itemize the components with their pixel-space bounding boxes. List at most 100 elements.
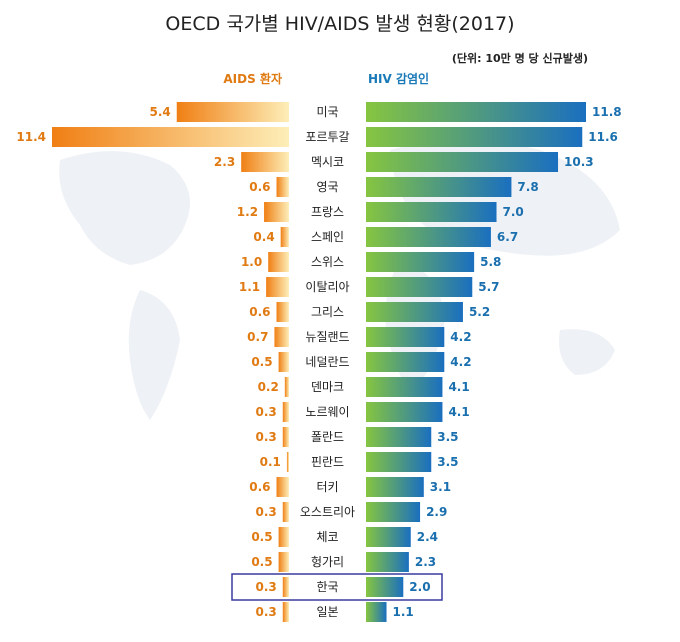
- hiv-value-14: 3.5: [437, 455, 458, 469]
- aids-value-17: 0.5: [251, 530, 272, 544]
- bars-group: 미국 5.4 11.8 포르투갈 11.4 11.6 멕시코 2.3 10.3 영국 0.6 7.8 프…: [16, 102, 622, 622]
- aids-bar-13: [282, 427, 289, 447]
- country-label-3: 영국: [316, 180, 338, 194]
- hiv-value-13: 3.5: [437, 430, 458, 444]
- aids-bar-16: [282, 502, 289, 522]
- hiv-value-12: 4.1: [448, 405, 469, 419]
- hiv-value-11: 4.1: [448, 380, 469, 394]
- country-label-5: 스페인: [311, 230, 344, 244]
- hiv-bar-17: [366, 527, 411, 547]
- hiv-value-16: 2.9: [426, 505, 447, 519]
- legend-aids: AIDS 환자: [223, 71, 282, 86]
- aids-bar-4: [264, 202, 289, 222]
- country-label-0: 미국: [316, 105, 338, 119]
- aids-bar-20: [282, 602, 289, 622]
- country-label-11: 덴마크: [311, 380, 344, 394]
- hiv-bar-19: [366, 577, 404, 597]
- country-label-13: 폴란드: [311, 430, 344, 444]
- hiv-bar-2: [366, 152, 559, 172]
- hiv-value-19: 2.0: [409, 580, 430, 594]
- hiv-bar-16: [366, 502, 421, 522]
- hiv-value-3: 7.8: [517, 180, 538, 194]
- hiv-value-5: 6.7: [497, 230, 518, 244]
- hiv-value-17: 2.4: [417, 530, 438, 544]
- aids-value-18: 0.5: [251, 555, 272, 569]
- aids-bar-17: [278, 527, 289, 547]
- hiv-bar-4: [366, 202, 497, 222]
- unit-note: (단위: 10만 명 당 신규발생): [452, 51, 588, 65]
- country-label-9: 뉴질랜드: [305, 330, 349, 344]
- aids-value-12: 0.3: [255, 405, 276, 419]
- aids-value-7: 1.1: [239, 280, 260, 294]
- aids-bar-3: [276, 177, 289, 197]
- legend-hiv: HIV 감염인: [368, 71, 429, 86]
- aids-bar-12: [282, 402, 289, 422]
- country-label-16: 오스트리아: [300, 505, 355, 519]
- hiv-bar-1: [366, 127, 583, 147]
- hiv-value-1: 11.6: [588, 130, 618, 144]
- aids-value-5: 0.4: [253, 230, 274, 244]
- aids-bar-15: [276, 477, 289, 497]
- hiv-bar-3: [366, 177, 512, 197]
- hiv-value-9: 4.2: [450, 330, 471, 344]
- aids-bar-5: [280, 227, 289, 247]
- country-label-2: 멕시코: [311, 155, 344, 169]
- aids-bar-7: [266, 277, 289, 297]
- aids-value-1: 11.4: [16, 130, 46, 144]
- country-label-15: 터키: [316, 480, 338, 494]
- hiv-bar-10: [366, 352, 445, 372]
- country-label-12: 노르웨이: [305, 405, 349, 419]
- country-label-7: 이탈리아: [305, 280, 349, 294]
- country-label-18: 헝가리: [311, 555, 344, 569]
- country-label-4: 프랑스: [311, 205, 344, 219]
- aids-bar-19: [282, 577, 289, 597]
- aids-value-20: 0.3: [255, 605, 276, 619]
- hiv-value-10: 4.2: [450, 355, 471, 369]
- aids-value-8: 0.6: [249, 305, 270, 319]
- aids-value-9: 0.7: [247, 330, 268, 344]
- hiv-bar-5: [366, 227, 491, 247]
- hiv-value-2: 10.3: [564, 155, 594, 169]
- hiv-bar-8: [366, 302, 463, 322]
- country-label-20: 일본: [316, 605, 338, 619]
- hiv-bar-9: [366, 327, 445, 347]
- country-label-1: 포르투갈: [305, 130, 349, 144]
- hiv-value-8: 5.2: [469, 305, 490, 319]
- hiv-bar-11: [366, 377, 443, 397]
- aids-value-3: 0.6: [249, 180, 270, 194]
- aids-bar-1: [52, 127, 289, 147]
- hiv-bar-13: [366, 427, 432, 447]
- hiv-bar-7: [366, 277, 473, 297]
- hiv-bar-14: [366, 452, 432, 472]
- aids-value-2: 2.3: [214, 155, 235, 169]
- country-label-6: 스위스: [311, 255, 344, 269]
- hiv-value-4: 7.0: [503, 205, 524, 219]
- hiv-value-20: 1.1: [393, 605, 414, 619]
- hiv-bar-20: [366, 602, 387, 622]
- aids-bar-6: [268, 252, 289, 272]
- aids-value-0: 5.4: [149, 105, 170, 119]
- aids-value-14: 0.1: [260, 455, 281, 469]
- aids-bar-0: [176, 102, 289, 122]
- hiv-bar-6: [366, 252, 475, 272]
- hiv-value-7: 5.7: [478, 280, 499, 294]
- country-label-14: 핀란드: [311, 455, 344, 469]
- aids-bar-9: [274, 327, 289, 347]
- hiv-value-0: 11.8: [592, 105, 622, 119]
- aids-value-10: 0.5: [251, 355, 272, 369]
- aids-bar-18: [278, 552, 289, 572]
- hiv-bar-0: [366, 102, 586, 122]
- hiv-bar-18: [366, 552, 409, 572]
- aids-value-4: 1.2: [237, 205, 258, 219]
- aids-value-6: 1.0: [241, 255, 262, 269]
- aids-bar-2: [241, 152, 289, 172]
- hiv-value-18: 2.3: [415, 555, 436, 569]
- aids-value-16: 0.3: [255, 505, 276, 519]
- aids-bar-11: [284, 377, 289, 397]
- hiv-bar-12: [366, 402, 443, 422]
- highlight-box-korea: [231, 573, 443, 601]
- aids-bar-10: [278, 352, 289, 372]
- country-label-17: 체코: [316, 530, 338, 544]
